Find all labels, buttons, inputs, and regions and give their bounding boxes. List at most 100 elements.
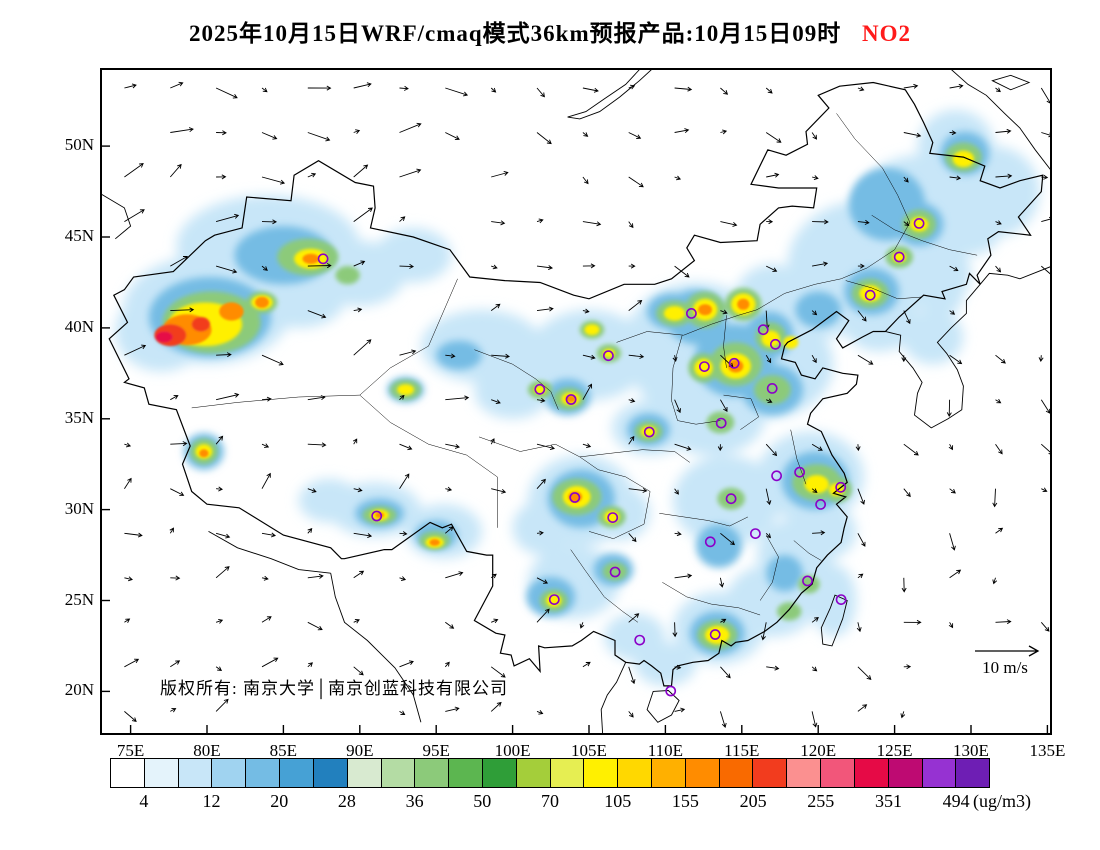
wind-arrow [857,533,866,547]
lat-tick-label: 35N [64,407,94,427]
wind-arrow [628,533,637,543]
wind-arrow [170,256,188,267]
city-marker [815,498,826,510]
wind-arrow [124,711,137,722]
colorbar-tick-label: 351 [874,791,902,811]
hotspot-blob [155,331,173,343]
wind-arrow [857,704,868,712]
city-marker [913,217,925,229]
wind-arrow [215,392,240,401]
wind-arrow [903,310,911,325]
city-marker [634,634,646,646]
wind-arrow [1041,174,1049,180]
wind-arrow [307,662,313,668]
lon-tick-label: 135E [1029,741,1066,760]
colorbar-cell [955,759,990,787]
hotspot-blob [902,309,964,365]
wind-arrow [720,221,738,227]
wind-arrow [399,216,406,222]
wind-arrow [628,221,634,229]
wind-arrow [857,86,865,92]
wind-arrow [582,354,596,360]
okhotsk-coastline [949,68,1052,172]
wind-arrow [215,213,240,223]
colorbar-tick-label: 50 [473,791,492,811]
colorbar-tick-label: 494 [942,791,970,811]
wind-arrow [949,175,962,181]
colorbar-cell [279,759,313,787]
colorbar-cell [583,759,618,787]
wind-arrow [948,443,954,451]
province-border [616,113,911,343]
wind-arrow [445,706,460,712]
colorbar-cell [718,759,753,787]
wind-arrow [900,711,906,719]
wind-arrow [995,354,1006,364]
wind-arrow [490,666,506,678]
city-marker [371,510,383,522]
wind-arrow [536,132,552,145]
wind-arrow [399,85,409,91]
province-border [662,582,761,616]
wind-arrow [857,666,872,681]
wind-arrow [765,132,782,143]
wind-arrow [261,657,279,668]
province-border [845,280,923,300]
wind-arrow [261,472,271,489]
wind-arrow [811,617,819,623]
city-marker [835,594,847,605]
wind-arrow [536,710,544,715]
wind-arrow [720,618,727,624]
colorbar-cell [177,759,212,787]
wind-arrow [353,164,369,178]
wind-arrow [445,353,456,359]
city-marker [864,289,876,301]
city-marker [548,594,560,605]
colorbar-cell [752,759,787,787]
wind-arrow [216,130,227,136]
wind-arrow [856,622,862,633]
colorbar-cell [684,759,719,787]
wind-arrow [855,444,861,452]
colorbar [110,758,990,788]
wind-arrow [490,701,502,712]
wind-arrow [995,527,1004,534]
hotspot-blob [199,449,209,458]
wind-arrow [536,306,554,312]
colorbar-cell [887,759,922,787]
wind-arrow [445,132,460,141]
wind-reference-arrow [975,645,1040,657]
hotspot-blob [795,291,842,328]
wind-arrow [857,310,867,322]
wind-arrow [857,263,865,269]
colorbar-cell [448,759,482,787]
hotspot-blob [706,411,735,434]
lat-tick-label: 20N [64,680,94,700]
colorbar-cell [211,759,246,787]
wind-arrow [170,81,184,89]
hotspot-blob [663,306,686,321]
hotspot-blob [375,227,452,283]
wind-arrow [307,573,324,579]
lon-tick-label: 80E [193,741,221,760]
wind-arrow [261,87,268,93]
wind-arrow [674,707,686,713]
wind-arrow [1038,355,1044,362]
wind-arrow [903,132,922,138]
wind-vectors [124,81,1052,728]
wind-arrow [579,622,585,629]
wind-arrow [307,132,331,142]
wind-arrow [628,353,645,359]
map-plot: 版权所有: 南京大学│南京创蓝科技有限公司 10 m/s [100,68,1052,735]
city-marker [602,350,614,362]
wind-arrow [903,664,912,670]
wind-arrow [811,310,818,316]
wind-arrow [628,263,636,269]
wind-arrow [628,435,635,445]
wind-arrow [995,398,1002,404]
province-border [359,394,498,528]
lon-tick-label: 125E [876,741,913,760]
wind-arrow [992,488,998,508]
city-marker [757,324,769,336]
wind-arrow [491,618,499,624]
